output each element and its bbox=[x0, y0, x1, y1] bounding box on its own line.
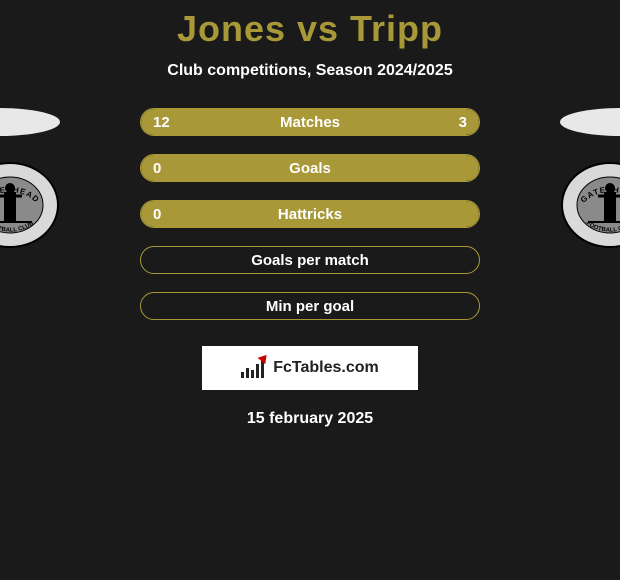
stat-fill-left bbox=[141, 109, 411, 135]
fctables-icon bbox=[241, 358, 267, 378]
watermark-text: FcTables.com bbox=[273, 359, 379, 377]
date-label: 15 february 2025 bbox=[0, 410, 620, 428]
club-badge-right: GATESHEAD FOOTBALL CLUB bbox=[560, 162, 620, 248]
club-badge-left: GATESHEAD FOOTBALL CLUB bbox=[0, 162, 60, 248]
comparison-arena: GATESHEAD FOOTBALL CLUB GATESHEAD FOOTBA… bbox=[0, 108, 620, 320]
stat-label: Goals bbox=[289, 160, 331, 177]
stat-label: Min per goal bbox=[266, 298, 354, 315]
stat-left-value: 0 bbox=[153, 160, 161, 177]
stat-row: Goals per match bbox=[140, 246, 480, 274]
player-right-disc bbox=[560, 108, 620, 136]
player-left-disc bbox=[0, 108, 60, 136]
stat-row: 0 Hattricks bbox=[140, 200, 480, 228]
watermark: FcTables.com bbox=[202, 346, 418, 390]
stat-rows: 12 Matches 3 0 Goals 0 Hattricks Goals per matc… bbox=[140, 108, 480, 320]
stat-fill-right bbox=[411, 109, 479, 135]
stat-left-value: 12 bbox=[153, 114, 170, 131]
stat-row: 0 Goals bbox=[140, 154, 480, 182]
stat-label: Hattricks bbox=[278, 206, 342, 223]
stat-label: Matches bbox=[280, 114, 340, 131]
page-subtitle: Club competitions, Season 2024/2025 bbox=[0, 62, 620, 80]
stat-right-value: 3 bbox=[459, 114, 467, 131]
stat-label: Goals per match bbox=[251, 252, 369, 269]
stat-row: Min per goal bbox=[140, 292, 480, 320]
stat-left-value: 0 bbox=[153, 206, 161, 223]
stat-row: 12 Matches 3 bbox=[140, 108, 480, 136]
page-title: Jones vs Tripp bbox=[0, 0, 620, 50]
